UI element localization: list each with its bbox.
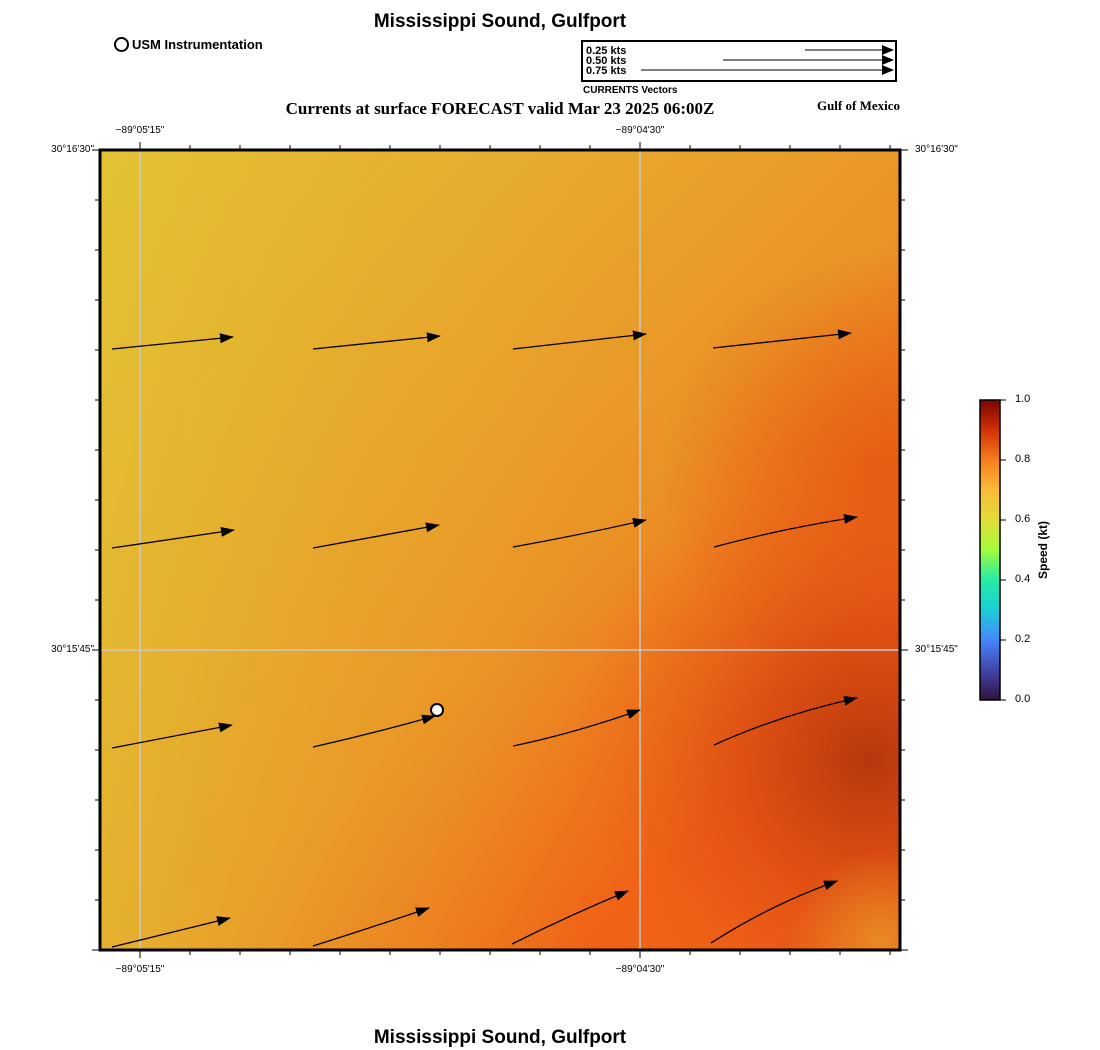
vector-scale-label-025: 0.25 kts xyxy=(586,45,627,57)
lat-tick-label-left-2: 30°15'45" xyxy=(51,644,94,655)
vector-scale-label-050: 0.50 kts xyxy=(586,55,627,67)
lon-tick-label-bottom-1: −89°05'15" xyxy=(115,964,165,975)
station-marker-icon xyxy=(114,37,129,52)
current-vector xyxy=(312,332,441,350)
current-vector xyxy=(111,722,233,749)
vector-scale-label-075: 0.75 kts xyxy=(586,65,627,77)
colorbar-tick-label: 0.4 xyxy=(1015,573,1031,585)
speed-field xyxy=(100,150,900,950)
map-title: Mississippi Sound, Gulfport xyxy=(373,11,627,32)
colorbar-tick-label: 0.0 xyxy=(1015,693,1031,705)
current-vector xyxy=(111,526,235,549)
current-vector xyxy=(713,514,858,548)
station-legend-label: USM Instrumentation xyxy=(132,37,263,52)
forecast-subtitle: Currents at surface FORECAST valid Mar 2… xyxy=(285,99,715,118)
current-vector xyxy=(712,329,852,349)
lat-tick-label-right-2: 30°15'45" xyxy=(915,644,958,655)
colorbar-tick-label: 0.6 xyxy=(1015,513,1031,525)
current-vector xyxy=(312,714,436,748)
colorbar-tick-label: 1.0 xyxy=(1015,393,1031,405)
usm-instrumentation-station[interactable] xyxy=(430,703,444,717)
lat-tick-label-left-1: 30°16'30" xyxy=(51,144,94,155)
colorbar-ramp xyxy=(979,399,1001,701)
current-vector xyxy=(111,916,231,948)
speed-colorbar xyxy=(979,399,1006,701)
current-vector xyxy=(312,522,440,549)
vector-scale-arrows xyxy=(641,45,894,75)
current-vector xyxy=(512,709,641,747)
lon-tick-label-top-1: −89°05'15" xyxy=(115,125,165,136)
current-vector xyxy=(512,330,647,350)
lon-tick-label-top-2: −89°04'30" xyxy=(615,125,665,136)
lat-tick-label-right-1: 30°16'30" xyxy=(915,144,958,155)
current-vector xyxy=(710,880,838,944)
current-vector xyxy=(713,695,858,746)
current-vector xyxy=(312,907,430,947)
colorbar-tick-label: 0.2 xyxy=(1015,633,1031,645)
current-vector xyxy=(111,333,234,350)
current-vectors xyxy=(111,329,858,948)
map-frame xyxy=(92,142,908,958)
lon-tick-label-bottom-2: −89°04'30" xyxy=(615,964,665,975)
region-label: Gulf of Mexico xyxy=(816,98,900,113)
vector-legend-caption: CURRENTS Vectors xyxy=(583,85,678,96)
colorbar-title: Speed (kt) xyxy=(1036,520,1050,580)
footer-title: Mississippi Sound, Gulfport xyxy=(373,1027,627,1048)
station-legend: USM Instrumentation xyxy=(114,37,263,52)
current-vector xyxy=(512,518,647,548)
colorbar-tick-label: 0.8 xyxy=(1015,453,1031,465)
current-vector xyxy=(511,890,629,945)
current-speed-map xyxy=(92,142,908,958)
vector-scale-legend: 0.25 kts 0.50 kts 0.75 kts xyxy=(581,40,897,82)
graticule xyxy=(100,150,900,950)
